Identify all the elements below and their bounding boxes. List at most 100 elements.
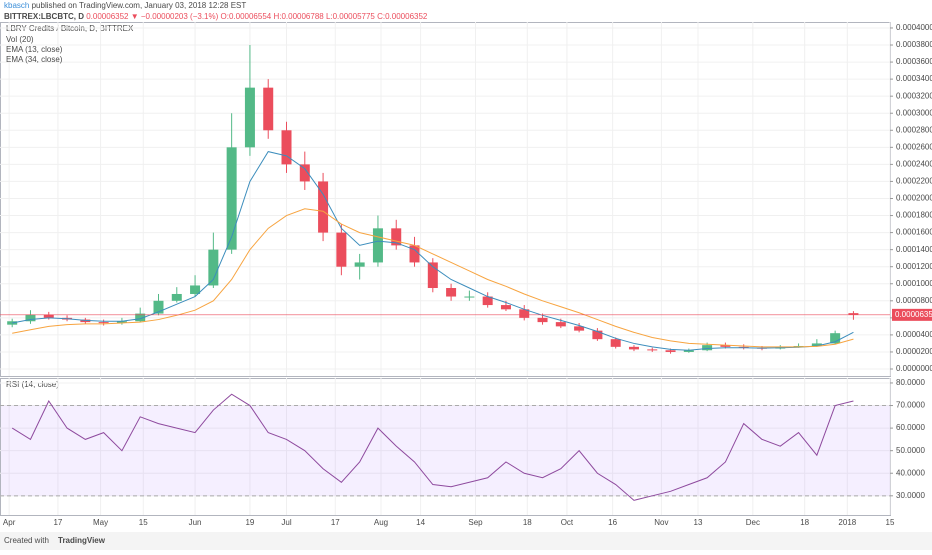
x-tick-label: Jul: [281, 518, 291, 527]
candle-body: [244, 87, 255, 148]
candle-body: [354, 262, 365, 267]
x-tick-label: 16: [608, 518, 617, 527]
candle-body: [446, 288, 457, 297]
candle-body: [683, 350, 694, 352]
footer-brand: TradingView: [58, 536, 106, 545]
candle-body: [848, 313, 859, 315]
x-tick-label: 13: [694, 518, 703, 527]
candle-body: [592, 330, 603, 340]
last-price-box: [892, 308, 932, 321]
candle-body: [391, 228, 402, 246]
x-tick-label: 18: [800, 518, 809, 527]
x-tick-label: May: [93, 518, 108, 527]
legend-entry: Vol (20): [6, 35, 34, 44]
candle-body: [409, 245, 420, 263]
published: published on TradingView.com, January 03…: [32, 1, 247, 10]
y-tick-label: 30.0000: [896, 491, 925, 500]
candle-body: [318, 181, 329, 233]
candle-body: [299, 164, 310, 182]
candle-body: [537, 317, 548, 323]
x-tick-label: Jun: [189, 518, 202, 527]
candle-body: [482, 296, 493, 306]
x-tick-label: Apr: [3, 518, 16, 527]
footer-created: Created with: [4, 536, 49, 545]
ohlc: O:0.00006554 H:0.00006788 L:0.00005775 C…: [221, 12, 428, 21]
candle-body: [628, 346, 639, 350]
x-tick-label: Aug: [374, 518, 388, 527]
candle-body: [135, 313, 146, 322]
rsi-band: [1, 405, 890, 496]
x-tick-label: 17: [53, 518, 62, 527]
y-tick-label: 60.0000: [896, 423, 925, 432]
rsi-line: [11, 393, 854, 501]
x-tick-label: Nov: [654, 518, 668, 527]
candle-body: [519, 309, 530, 318]
legend-entry: EMA (13, close): [6, 45, 63, 54]
candle-body: [647, 349, 658, 351]
header-line2: BITTREX:LBCBTC, D 0.00006352 ▼ −0.000002…: [4, 12, 428, 21]
candle-body: [372, 228, 383, 263]
y-tick-label: 80.0000: [896, 378, 925, 387]
candle-body: [171, 293, 182, 301]
ema-line: [12, 208, 854, 348]
candle-body: [281, 130, 292, 165]
candle-body: [208, 249, 219, 286]
footer-bar: [0, 532, 932, 550]
x-tick-label: 2018: [838, 518, 856, 527]
candle-body: [811, 343, 822, 346]
candle-body: [25, 314, 36, 322]
last: 0.00006352: [86, 12, 129, 21]
header-line1: kbasch published on TradingView.com, Jan…: [4, 1, 246, 10]
x-tick-label: 15: [139, 518, 148, 527]
ema-line: [12, 151, 854, 351]
candle-body: [263, 87, 274, 131]
x-tick-label: Oct: [561, 518, 574, 527]
price-title: LBRY Credits / Bitcoin, D, BITTREX: [6, 24, 134, 33]
y-tick-label: 70.0000: [896, 401, 925, 410]
candle-body: [43, 314, 54, 318]
candle-body: [702, 345, 713, 351]
candle-body: [500, 305, 511, 310]
y-tick-label: 50.0000: [896, 446, 925, 455]
legend-entry: EMA (34, close): [6, 55, 63, 64]
candle-body: [720, 345, 731, 347]
x-tick-label: Sep: [468, 518, 483, 527]
last-price-label: 0.00006352: [895, 310, 932, 319]
candle-body: [610, 339, 621, 347]
candle-body: [464, 296, 475, 298]
y-tick-label: 0.00040000: [896, 23, 932, 32]
candle-body: [830, 333, 841, 344]
candle-body: [98, 322, 109, 324]
candle-body: [7, 321, 18, 325]
candle-body: [153, 300, 164, 314]
change: ▼ −0.00000203 (−3.1%): [131, 12, 219, 21]
candle-body: [574, 326, 585, 331]
y-tick-label: 40.0000: [896, 468, 925, 477]
x-tick-label: 14: [416, 518, 425, 527]
x-tick-label: 18: [523, 518, 532, 527]
x-tick-label: 19: [245, 518, 254, 527]
candle-body: [427, 262, 438, 289]
x-tick-label: 17: [331, 518, 340, 527]
candle-body: [665, 350, 676, 352]
